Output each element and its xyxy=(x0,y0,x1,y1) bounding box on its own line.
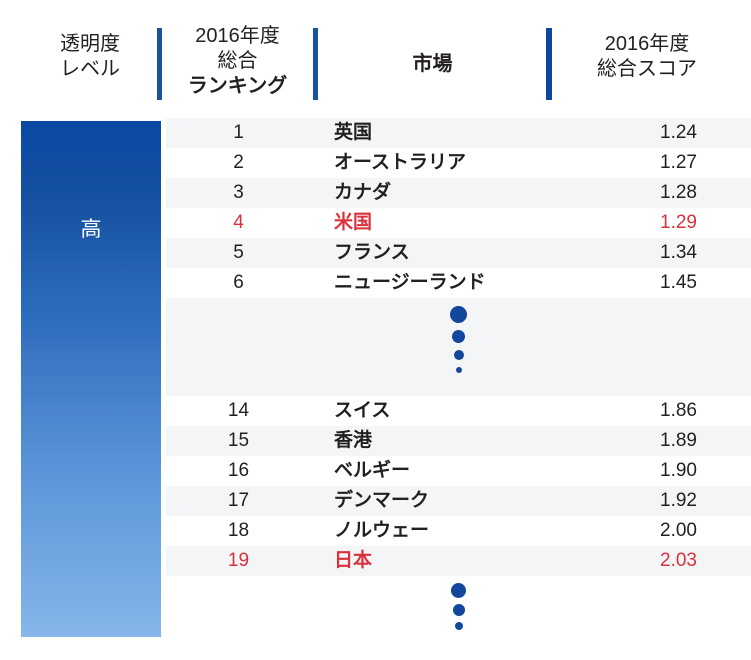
ellipsis-top xyxy=(166,298,751,396)
table-header: 透明度 レベル 2016年度 総合 ランキング 市場 2016年度 総合スコア xyxy=(0,0,751,118)
cell-score: 1.86 xyxy=(660,400,697,421)
table-row-highlighted[interactable]: 4 米国 1.29 xyxy=(166,208,751,238)
cell-score: 1.90 xyxy=(660,460,697,481)
table-row[interactable]: 15 香港 1.89 xyxy=(166,426,751,456)
cell-market: 香港 xyxy=(334,430,373,451)
cell-market: ノルウェー xyxy=(334,520,430,541)
header-overall-ranking-line2: 総合 xyxy=(217,50,258,72)
table-row[interactable]: 16 ベルギー 1.90 xyxy=(166,456,751,486)
ellipsis-bottom xyxy=(166,576,751,651)
table-row[interactable]: 1 英国 1.24 xyxy=(166,118,751,148)
header-overall-score-line1: 2016年度 xyxy=(604,33,690,55)
table-row[interactable]: 2 オーストラリア 1.27 xyxy=(166,148,751,178)
cell-market: 米国 xyxy=(334,212,373,233)
cell-rank: 14 xyxy=(227,400,250,421)
cell-market: オーストラリア xyxy=(334,152,467,173)
transparency-level-high-label: 高 xyxy=(80,218,102,241)
cell-score: 1.89 xyxy=(660,430,697,451)
cell-rank: 18 xyxy=(227,520,250,541)
header-transparency-level-line1: 透明度 xyxy=(60,33,120,55)
table-row[interactable]: 14 スイス 1.86 xyxy=(166,396,751,426)
cell-score: 2.00 xyxy=(660,520,697,541)
cell-market: カナダ xyxy=(334,182,392,203)
header-market: 市場 xyxy=(320,52,545,77)
cell-score: 2.03 xyxy=(660,550,697,571)
cell-market: フランス xyxy=(334,242,410,263)
cell-market: 英国 xyxy=(334,122,373,143)
header-divider-1-icon xyxy=(157,28,162,100)
cell-score: 1.92 xyxy=(660,490,697,511)
header-overall-ranking-line3: ランキング xyxy=(187,75,288,97)
ranking-table-body: 1 英国 1.24 2 オーストラリア 1.27 3 カナダ 1.28 4 米国… xyxy=(166,118,751,651)
cell-rank: 15 xyxy=(227,430,250,451)
cell-rank: 16 xyxy=(227,460,250,481)
cell-rank: 2 xyxy=(233,152,244,173)
cell-score: 1.27 xyxy=(660,152,697,173)
cell-market: デンマーク xyxy=(334,490,430,511)
ellipsis-dot-icon xyxy=(452,604,465,616)
ellipsis-dot-icon xyxy=(453,350,464,360)
table-row[interactable]: 6 ニュージーランド 1.45 xyxy=(166,268,751,298)
ellipsis-dot-icon xyxy=(454,622,463,630)
cell-market: ベルギー xyxy=(334,460,411,481)
cell-score: 1.28 xyxy=(660,182,697,203)
ellipsis-dot-icon xyxy=(451,583,466,598)
header-overall-ranking: 2016年度 総合 ランキング xyxy=(165,24,310,99)
cell-market: 日本 xyxy=(334,550,373,571)
cell-rank: 1 xyxy=(233,122,244,143)
cell-rank: 19 xyxy=(227,550,250,571)
cell-rank: 3 xyxy=(233,182,244,203)
table-row[interactable]: 17 デンマーク 1.92 xyxy=(166,486,751,516)
header-market-line1: 市場 xyxy=(412,53,453,75)
ellipsis-dot-icon xyxy=(452,330,465,343)
transparency-level-gradient-bar: 高 xyxy=(21,121,161,637)
ellipsis-dot-icon xyxy=(450,306,467,323)
ellipsis-dot-icon xyxy=(455,367,462,373)
cell-rank: 4 xyxy=(233,212,244,233)
cell-market: スイス xyxy=(334,400,391,421)
header-overall-score-line2: 総合スコア xyxy=(597,58,697,80)
cell-score: 1.34 xyxy=(660,242,697,263)
header-transparency-level: 透明度 レベル xyxy=(20,32,160,82)
header-divider-3-icon xyxy=(546,28,552,100)
cell-score: 1.24 xyxy=(660,122,697,143)
header-transparency-level-line2: レベル xyxy=(60,58,120,80)
header-overall-score: 2016年度 総合スコア xyxy=(552,32,742,82)
cell-score: 1.29 xyxy=(660,212,697,233)
header-divider-2-icon xyxy=(313,28,318,100)
cell-rank: 17 xyxy=(227,490,250,511)
table-row[interactable]: 18 ノルウェー 2.00 xyxy=(166,516,751,546)
table-row[interactable]: 5 フランス 1.34 xyxy=(166,238,751,268)
header-overall-ranking-line1: 2016年度 xyxy=(195,25,280,47)
cell-score: 1.45 xyxy=(660,272,697,293)
table-row-highlighted[interactable]: 19 日本 2.03 xyxy=(166,546,751,576)
cell-market: ニュージーランド xyxy=(334,272,486,293)
cell-rank: 6 xyxy=(233,272,244,293)
cell-rank: 5 xyxy=(233,242,244,263)
table-row[interactable]: 3 カナダ 1.28 xyxy=(166,178,751,208)
